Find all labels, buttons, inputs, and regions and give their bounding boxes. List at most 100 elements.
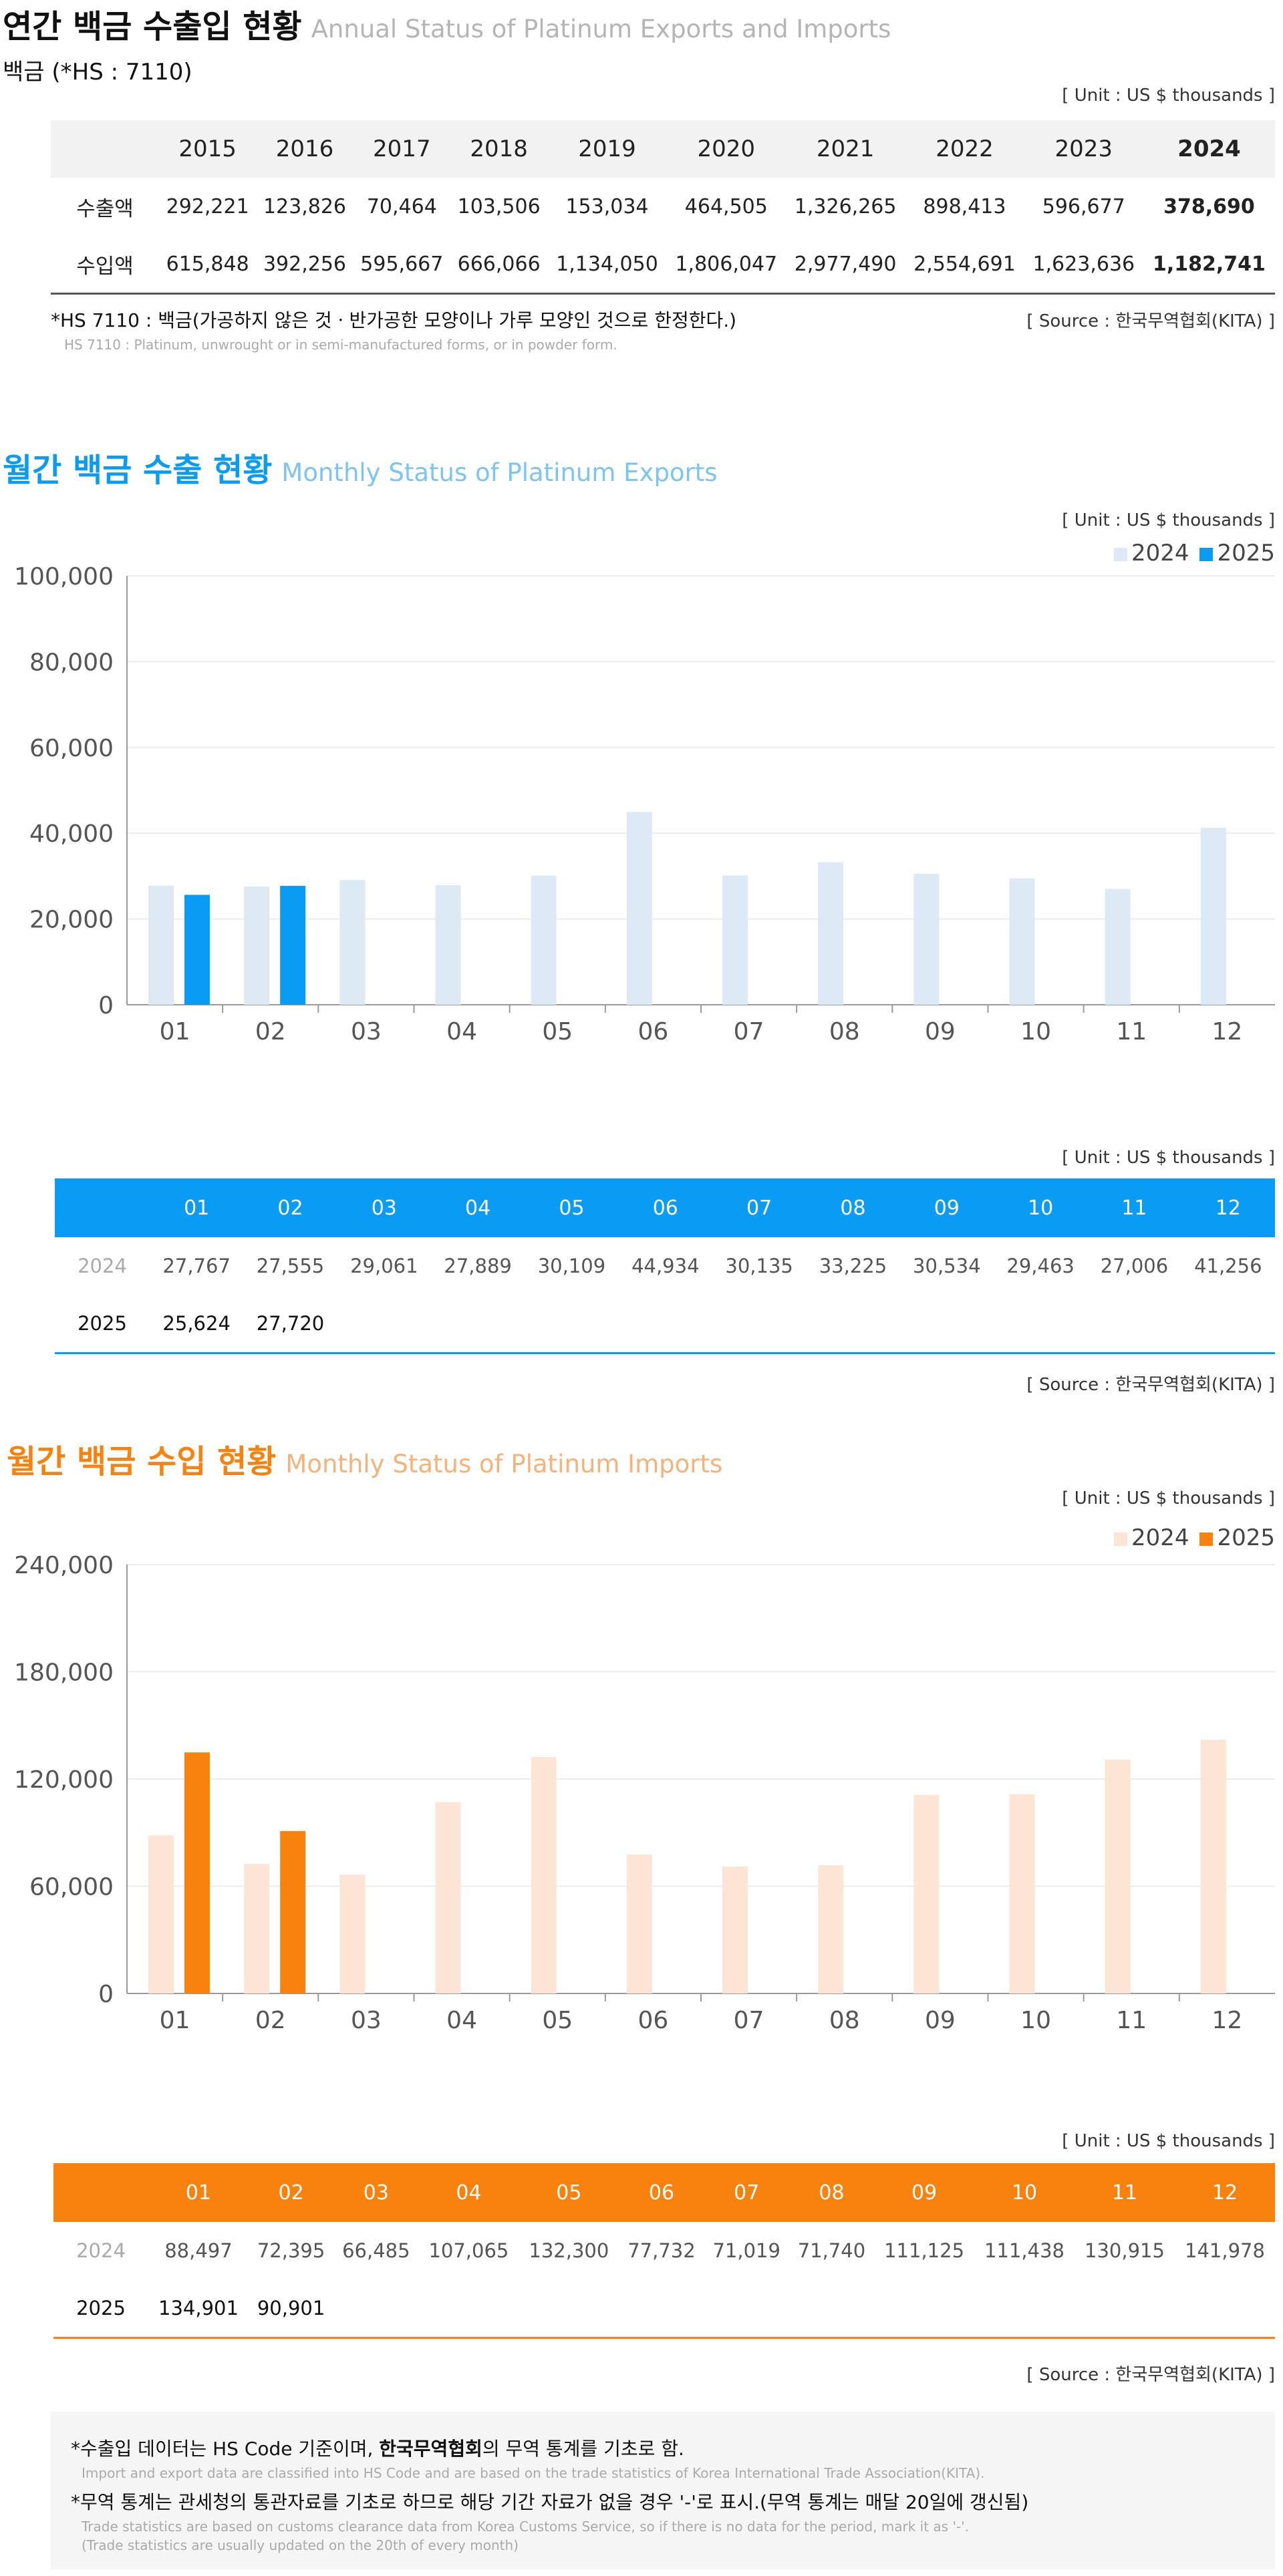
exports-cell: 27,720 [256, 1312, 325, 1335]
imports-cell: 130,915 [1085, 2239, 1165, 2262]
imports-xtick-label: 09 [925, 2007, 956, 2034]
exports-title-en: Monthly Status of Platinum Exports [281, 458, 718, 487]
exports-bar-2024 [626, 812, 652, 1005]
annual-cell: 2,554,691 [905, 235, 1024, 295]
imports-table-header: 01 02 03 04 05 06 07 08 09 10 11 12 [53, 2163, 1275, 2222]
annual-cell: 596,677 [1042, 194, 1125, 218]
footer-note-1-bold: 한국무역협회 [379, 2438, 482, 2460]
annual-export-row: 수출액 292,221 123,826 70,464 103,506 153,0… [51, 178, 1275, 235]
exports-bar-2024 [722, 875, 748, 1005]
exports-cell [619, 1295, 712, 1353]
exports-cell: 41,256 [1194, 1255, 1262, 1277]
exports-bar-2024 [818, 862, 844, 1005]
annual-cell: 378,690 [1163, 194, 1255, 218]
imports-title: 월간 백금 수입 현황 Monthly Status of Platinum Im… [7, 1435, 722, 1482]
annual-year-header: 2023 [1024, 120, 1143, 178]
imports-cell: 88,497 [164, 2239, 233, 2262]
annual-year-header: 2017 [353, 120, 450, 178]
footer-note-1: *수출입 데이터는 HS Code 기준이며, 한국무역협회의 무역 통계를 기… [71, 2434, 684, 2461]
exports-month-header: 01 [184, 1196, 210, 1220]
annual-cell: 1,806,047 [666, 235, 786, 295]
imports-month-header: 05 [556, 2181, 582, 2205]
imports-month-header: 03 [363, 2181, 389, 2205]
annual-cell: 1,326,265 [794, 194, 897, 218]
annual-cell: 1,623,636 [1024, 235, 1143, 295]
exports-title-ko: 월간 백금 수출 현황 [3, 452, 273, 489]
imports-xtick-label: 07 [734, 2007, 764, 2034]
exports-cell: 44,934 [631, 1255, 700, 1277]
annual-row-label: 수입액 [51, 235, 159, 295]
legend-swatch-2024 [1113, 547, 1127, 561]
annual-table: 2015 2016 2017 2018 2019 2020 2021 2022 … [51, 120, 1275, 295]
exports-xtick-label: 12 [1212, 1018, 1243, 1045]
imports-row-label: 2025 [76, 2297, 126, 2319]
exports-cell [525, 1295, 618, 1353]
exports-table-header: 01 02 03 04 05 06 07 08 09 10 11 12 [55, 1178, 1275, 1237]
imports-bar-2024 [722, 1867, 748, 1993]
exports-cell [994, 1295, 1087, 1353]
imports-bar-2024 [1009, 1794, 1035, 1993]
imports-cell [619, 2279, 704, 2338]
exports-cell: 30,135 [725, 1255, 793, 1277]
exports-cell: 25,624 [162, 1312, 231, 1335]
exports-chart: 0 20,000 40,000 60,000 80,000 100,000 01 02 03 04… [14, 563, 1275, 1045]
exports-bar-2024 [1105, 889, 1131, 1005]
annual-header-blank [51, 120, 159, 178]
imports-cell: 132,300 [529, 2239, 609, 2262]
imports-bar-2024 [818, 1865, 844, 1993]
imports-bar-2024 [1105, 1759, 1131, 1993]
annual-year-header: 2020 [666, 120, 786, 178]
imports-xtick-label: 03 [351, 2007, 382, 2034]
exports-xtick-label: 03 [351, 1018, 382, 1045]
imports-ytick-label: 120,000 [14, 1766, 114, 1794]
exports-bar-2024 [244, 887, 270, 1005]
exports-xtick-label: 10 [1020, 1018, 1051, 1045]
imports-cell: 90,901 [257, 2297, 325, 2319]
annual-title-ko: 연간 백금 수출입 현황 [3, 8, 302, 45]
imports-monthly-table: 01 02 03 04 05 06 07 08 09 10 11 12 2024… [53, 2163, 1275, 2339]
imports-bar-2024 [913, 1794, 940, 1993]
exports-header-blank [55, 1178, 150, 1237]
exports-cell [712, 1295, 806, 1353]
imports-month-header: 11 [1111, 2181, 1138, 2205]
legend-label-2025: 2025 [1217, 540, 1275, 567]
imports-cell [418, 2279, 519, 2338]
exports-month-header: 11 [1121, 1196, 1147, 1220]
imports-bar-2024 [148, 1835, 174, 1993]
imports-row-label: 2024 [76, 2239, 126, 2262]
exports-month-header: 10 [1028, 1196, 1054, 1220]
exports-title: 월간 백금 수출 현황 Monthly Status of Platinum Ex… [3, 444, 718, 490]
exports-xtick-label: 08 [829, 1018, 860, 1045]
exports-xtick-label: 09 [925, 1018, 956, 1045]
exports-row-2024: 2024 27,767 27,555 29,061 27,889 30,109 … [55, 1237, 1275, 1295]
imports-cell: 71,019 [712, 2239, 780, 2262]
annual-cell: 292,221 [166, 194, 249, 218]
footer-note-1-a: *수출입 데이터는 HS Code 기준이며, [71, 2438, 380, 2460]
legend-swatch-2025 [1199, 547, 1214, 561]
exports-xtick-label: 04 [446, 1018, 477, 1045]
exports-month-header: 08 [840, 1196, 866, 1220]
exports-bar-2024 [1200, 828, 1226, 1005]
imports-cell [874, 2279, 974, 2338]
exports-bar-2024 [435, 884, 461, 1005]
imports-month-header: 02 [278, 2181, 304, 2205]
footer-notes: *수출입 데이터는 HS Code 기준이며, 한국무역협회의 무역 통계를 기… [51, 2412, 1275, 2569]
annual-title: 연간 백금 수출입 현황 Annual Status of Platinum Ex… [3, 0, 891, 47]
exports-bar-2024 [913, 873, 940, 1005]
imports-ytick-label: 0 [98, 1981, 114, 2008]
imports-month-header: 08 [819, 2181, 845, 2205]
imports-cell: 72,395 [257, 2239, 325, 2262]
exports-xtick-label: 05 [542, 1018, 573, 1045]
annual-year-header: 2015 [159, 120, 257, 178]
footer-note-1-c: 의 무역 통계를 기초로 함. [482, 2438, 684, 2460]
imports-table-unit: [ Unit : US $ thousands ] [1062, 2131, 1275, 2151]
annual-row-label: 수출액 [76, 196, 134, 221]
exports-xtick-label: 11 [1116, 1018, 1147, 1045]
imports-cell [1075, 2279, 1175, 2338]
exports-month-header: 09 [934, 1196, 960, 1220]
annual-note: *HS 7110 : 백금(가공하지 않은 것ㆍ반가공한 모양이나 가루 모양인… [51, 309, 737, 331]
exports-cell: 29,463 [1006, 1255, 1075, 1277]
exports-cell [1181, 1295, 1275, 1353]
annual-cell: 1,134,050 [547, 235, 667, 295]
annual-cell: 595,667 [353, 235, 450, 295]
